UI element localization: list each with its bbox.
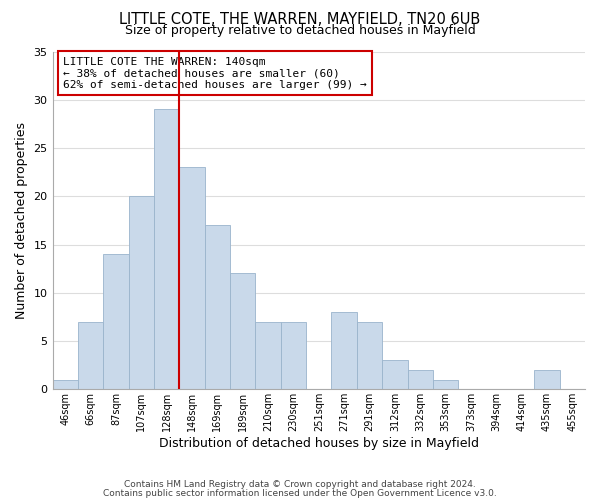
Bar (128, 196, 154, 390)
Bar (154, 110, 179, 390)
Bar (103, 254, 128, 390)
Bar (78, 322, 103, 390)
Text: Contains HM Land Registry data © Crown copyright and database right 2024.: Contains HM Land Registry data © Crown c… (124, 480, 476, 489)
Bar (407, 370, 433, 390)
Bar (53, 380, 78, 390)
Bar (205, 225, 230, 390)
Text: LITTLE COTE, THE WARREN, MAYFIELD, TN20 6UB: LITTLE COTE, THE WARREN, MAYFIELD, TN20 … (119, 12, 481, 28)
Bar (382, 360, 407, 390)
Text: Contains public sector information licensed under the Open Government Licence v3: Contains public sector information licen… (103, 488, 497, 498)
Bar (256, 322, 281, 390)
Text: LITTLE COTE THE WARREN: 140sqm
← 38% of detached houses are smaller (60)
62% of : LITTLE COTE THE WARREN: 140sqm ← 38% of … (63, 56, 367, 90)
Bar (179, 168, 205, 390)
X-axis label: Distribution of detached houses by size in Mayfield: Distribution of detached houses by size … (159, 437, 479, 450)
Bar (281, 322, 306, 390)
Bar (534, 370, 560, 390)
Bar (433, 380, 458, 390)
Bar (357, 322, 382, 390)
Bar (230, 274, 256, 390)
Y-axis label: Number of detached properties: Number of detached properties (15, 122, 28, 319)
Text: Size of property relative to detached houses in Mayfield: Size of property relative to detached ho… (125, 24, 475, 37)
Bar (331, 312, 357, 390)
